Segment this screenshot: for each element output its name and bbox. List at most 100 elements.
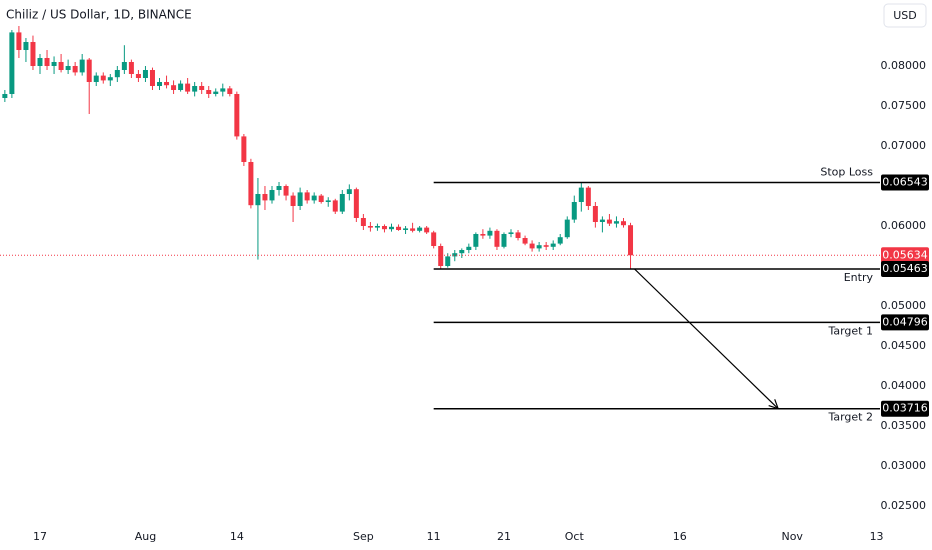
candle-body bbox=[494, 230, 500, 247]
candle-body bbox=[445, 256, 451, 266]
candle-body bbox=[241, 136, 247, 162]
x-tick-label: Oct bbox=[565, 530, 585, 543]
level-name: Target 1 bbox=[827, 324, 873, 337]
candle-body bbox=[508, 232, 514, 234]
candle-body bbox=[171, 85, 177, 90]
candle-body bbox=[501, 234, 507, 247]
x-tick-label: Nov bbox=[781, 530, 803, 543]
candle-body bbox=[262, 194, 268, 201]
candle-body bbox=[410, 228, 416, 231]
candle-body bbox=[543, 245, 549, 247]
candle-body bbox=[374, 226, 380, 228]
y-tick-label: 0.04500 bbox=[881, 339, 927, 352]
level-price-box bbox=[881, 400, 929, 417]
candle-body bbox=[2, 94, 8, 98]
level-price-box bbox=[881, 260, 929, 277]
candle-body bbox=[613, 221, 619, 224]
current-price-label: 0.05634 bbox=[882, 248, 928, 261]
currency-button[interactable] bbox=[883, 3, 927, 28]
candle-body bbox=[522, 238, 528, 244]
x-tick-label: 17 bbox=[33, 530, 47, 543]
candle-body bbox=[515, 232, 521, 238]
candle-body bbox=[318, 195, 324, 202]
candle-body bbox=[339, 194, 345, 212]
candle-body bbox=[332, 200, 338, 212]
candle-body bbox=[37, 58, 43, 66]
candle-body bbox=[135, 74, 141, 78]
candle-body bbox=[178, 83, 184, 90]
candle-body bbox=[473, 234, 479, 247]
level-price-label: 0.06543 bbox=[882, 176, 928, 189]
candle-body bbox=[431, 232, 437, 246]
candle-body bbox=[353, 189, 359, 218]
candle-body bbox=[360, 218, 366, 226]
currency-label[interactable]: USD bbox=[893, 9, 917, 22]
candle-body bbox=[564, 219, 570, 238]
y-tick-label: 0.08000 bbox=[881, 59, 927, 72]
candle-body bbox=[114, 70, 120, 78]
y-tick-label: 0.07500 bbox=[881, 99, 927, 112]
candle-body bbox=[389, 226, 394, 230]
level-name: Entry bbox=[844, 271, 874, 284]
candle-body bbox=[206, 90, 212, 94]
candle-body bbox=[283, 186, 289, 196]
candle-body bbox=[417, 227, 423, 231]
candle-body bbox=[164, 82, 170, 86]
candle-body bbox=[100, 75, 106, 81]
candle-body bbox=[30, 42, 36, 66]
candle-body bbox=[86, 59, 92, 82]
candle-body bbox=[585, 187, 591, 206]
y-tick-label: 0.07000 bbox=[881, 139, 927, 152]
x-tick-label: 14 bbox=[230, 530, 244, 543]
candle-body bbox=[459, 250, 465, 254]
candle-body bbox=[403, 228, 409, 230]
y-tick-label: 0.05000 bbox=[881, 299, 927, 312]
candle-body bbox=[438, 246, 444, 266]
candle-body bbox=[269, 190, 275, 201]
level-price-label: 0.03716 bbox=[882, 402, 928, 415]
candle-body bbox=[51, 62, 57, 66]
candle-body bbox=[142, 70, 148, 78]
x-tick-label: Sep bbox=[353, 530, 374, 543]
candle-body bbox=[396, 226, 402, 230]
candle-body bbox=[466, 246, 472, 250]
candle-body bbox=[311, 195, 317, 201]
candle-body bbox=[128, 62, 134, 74]
x-tick-label: Aug bbox=[135, 530, 156, 543]
candle-body bbox=[93, 75, 99, 82]
level-price-label: 0.04796 bbox=[882, 315, 928, 328]
candle-body bbox=[487, 230, 493, 236]
arrow-head bbox=[768, 399, 780, 410]
candle-body bbox=[606, 219, 612, 224]
candle-body bbox=[297, 192, 303, 206]
candle-body bbox=[578, 187, 584, 202]
level-price-box bbox=[881, 174, 929, 191]
candle-body bbox=[452, 253, 458, 257]
x-tick-label: 16 bbox=[673, 530, 687, 543]
x-tick-label: 13 bbox=[870, 530, 884, 543]
x-tick-label: 11 bbox=[427, 530, 441, 543]
candle-body bbox=[290, 195, 296, 206]
candle-body bbox=[199, 86, 205, 90]
candle-body bbox=[381, 226, 387, 230]
candle-body bbox=[220, 88, 226, 92]
candle-body bbox=[536, 245, 542, 249]
candle-body bbox=[325, 200, 331, 202]
chart-title: Chiliz / US Dollar, 1D, BINANCE bbox=[6, 8, 192, 22]
candle-body bbox=[550, 243, 556, 247]
candle-body bbox=[304, 192, 310, 201]
candle-body bbox=[620, 221, 626, 226]
candle-body bbox=[529, 243, 535, 249]
candle-body bbox=[23, 42, 29, 50]
candle-body bbox=[248, 162, 254, 206]
candle-body bbox=[213, 91, 219, 94]
level-name: Target 2 bbox=[827, 411, 873, 424]
x-tick-label: 21 bbox=[497, 530, 511, 543]
level-price-label: 0.05463 bbox=[882, 262, 928, 275]
candle-body bbox=[628, 225, 634, 256]
candle-body bbox=[149, 70, 155, 86]
candle-body bbox=[346, 189, 352, 194]
candle-body bbox=[227, 88, 233, 94]
